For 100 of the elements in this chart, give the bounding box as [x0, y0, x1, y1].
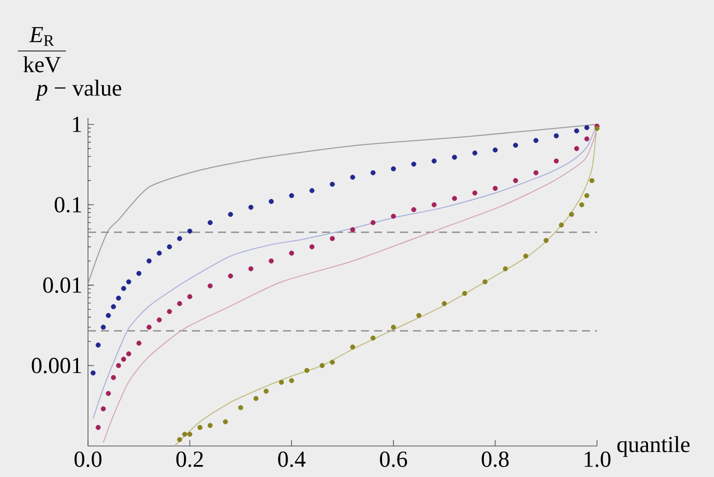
point [472, 190, 478, 196]
point [289, 193, 294, 198]
point [370, 336, 376, 341]
point [121, 356, 126, 362]
x-tick-label: 0.0 [74, 452, 102, 468]
point [177, 236, 182, 242]
point [96, 342, 101, 348]
point [182, 432, 188, 437]
point [187, 228, 192, 234]
y-tick-label: 0.1 [54, 196, 82, 213]
point [411, 162, 416, 167]
point [177, 301, 182, 306]
point [248, 204, 254, 210]
point [502, 266, 508, 272]
point [574, 128, 580, 134]
point [264, 388, 269, 394]
point [208, 220, 213, 226]
point [350, 227, 356, 232]
x-axis-title: quantile [617, 436, 690, 457]
point [136, 340, 142, 346]
point [126, 351, 132, 356]
point [513, 142, 518, 148]
point [208, 422, 213, 428]
point [330, 236, 335, 242]
point [110, 304, 116, 310]
point [432, 158, 437, 164]
point [320, 363, 325, 368]
point [177, 437, 182, 442]
point [416, 312, 422, 318]
point [544, 238, 549, 243]
x-tick-label: 1.0 [584, 452, 610, 468]
point [100, 324, 106, 330]
x-tick-label: 0.4 [278, 452, 306, 468]
point [110, 375, 116, 380]
point [253, 396, 258, 401]
point [584, 136, 590, 142]
y-axis-title: p − value [35, 80, 122, 100]
point [554, 133, 559, 138]
point [166, 244, 172, 250]
point [492, 186, 498, 191]
point [523, 254, 528, 259]
text: keV [23, 56, 61, 72]
point [121, 286, 126, 291]
point [390, 166, 396, 172]
point [554, 158, 559, 164]
point [569, 212, 574, 217]
point [574, 146, 580, 152]
point [116, 363, 122, 368]
point [442, 301, 447, 306]
point [228, 274, 234, 279]
point [452, 154, 457, 160]
point [482, 279, 488, 284]
point [248, 266, 254, 272]
point [350, 174, 356, 180]
point [304, 368, 310, 373]
point [350, 344, 356, 350]
point [462, 290, 468, 296]
point [146, 324, 152, 330]
x-tick-label: 0.2 [176, 452, 203, 468]
point [268, 198, 274, 204]
point [96, 424, 101, 430]
y-tick-label: 1 [73, 116, 82, 132]
point [289, 250, 294, 256]
point [330, 360, 335, 365]
point [222, 419, 228, 424]
point [492, 147, 498, 152]
point [584, 193, 590, 198]
point [289, 378, 294, 384]
point [136, 270, 142, 276]
x-tick-label: 0.6 [380, 452, 408, 468]
point [584, 125, 590, 130]
point [146, 258, 152, 264]
point [533, 170, 538, 176]
point [197, 424, 202, 430]
point [411, 207, 416, 212]
point [533, 138, 538, 143]
point [187, 294, 192, 300]
point [432, 202, 437, 208]
point [228, 212, 234, 217]
x-tick-label: 0.8 [482, 452, 509, 468]
point [156, 317, 162, 322]
point [166, 309, 172, 314]
point [558, 222, 564, 228]
point [106, 390, 111, 396]
point [309, 244, 314, 250]
point [268, 258, 274, 264]
point [370, 170, 376, 176]
y-tick-label: 0.001 [32, 358, 82, 374]
point [90, 370, 96, 376]
point [330, 182, 335, 187]
y-tick-label: 0.01 [43, 277, 82, 293]
point [472, 150, 478, 156]
point [278, 380, 284, 385]
point [156, 250, 162, 256]
point [309, 188, 314, 194]
point [238, 405, 244, 410]
point [208, 283, 213, 288]
point [513, 178, 518, 184]
point [579, 202, 584, 208]
point [106, 312, 111, 318]
